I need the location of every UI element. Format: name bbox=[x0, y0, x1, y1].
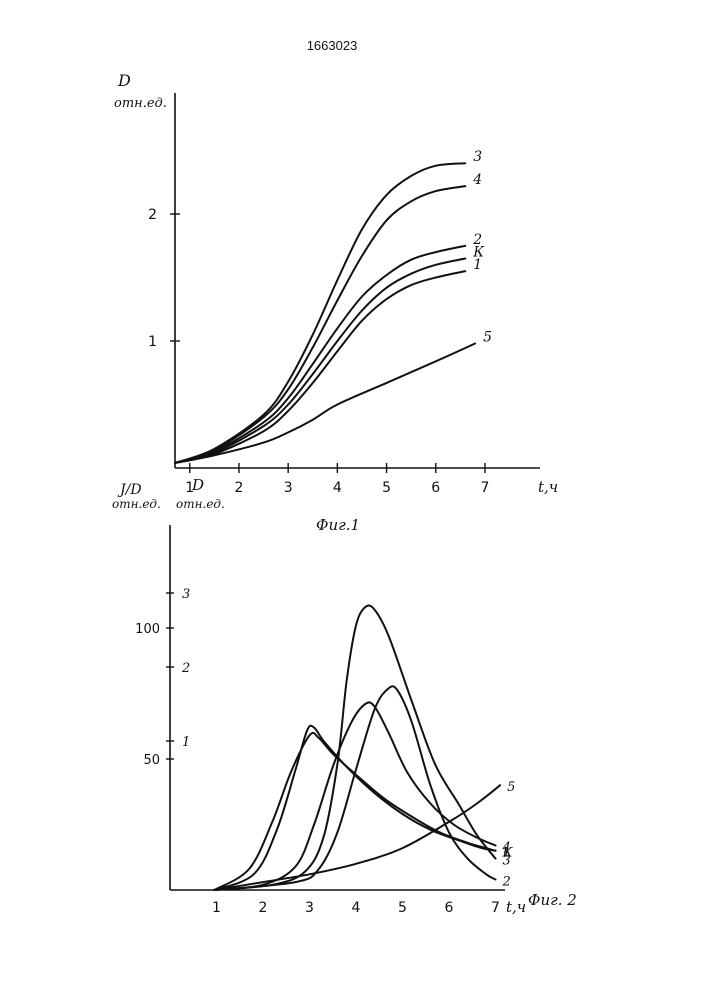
fig1-x-tick-label: 6 bbox=[431, 480, 440, 496]
fig2-x-tick-label: 5 bbox=[398, 900, 407, 916]
fig1-y-unit: отн.ед. bbox=[114, 96, 167, 111]
fig1-series-label: 1 bbox=[473, 257, 482, 273]
fig2-y2-tick-label: 1 bbox=[182, 735, 190, 750]
fig1-x-tick-label: 3 bbox=[284, 480, 293, 496]
fig2-x-tick-label: 2 bbox=[259, 900, 268, 916]
fig2-x-tick-label: 3 bbox=[305, 900, 314, 916]
fig2-series-label: 5 bbox=[507, 780, 515, 795]
fig2-y2-symbol: D bbox=[191, 476, 204, 494]
fig2-series-label: 1 bbox=[503, 846, 511, 861]
fig1-series-label: 3 bbox=[473, 149, 482, 165]
fig2-series-1 bbox=[214, 733, 495, 890]
fig1-caption: Фиг.1 bbox=[316, 516, 360, 534]
fig2-y2-tick-label: 2 bbox=[181, 661, 190, 676]
fig2-x-tick-label: 4 bbox=[352, 900, 361, 916]
fig1-y-tick-label: 1 bbox=[148, 334, 157, 350]
patent-number: 1663023 bbox=[307, 38, 358, 53]
fig2-y-symbol: J/D bbox=[117, 482, 142, 498]
fig2-series-3 bbox=[214, 605, 495, 890]
fig2-series-К bbox=[214, 726, 495, 890]
figure-1: D отн.ед. t,ч Фиг.1 123456712 342К15 bbox=[114, 71, 558, 534]
fig1-series-К bbox=[175, 259, 465, 463]
fig2-y-tick-label: 100 bbox=[135, 622, 160, 637]
fig2-y-unit: отн.ед. bbox=[112, 497, 161, 511]
fig2-x-tick-label: 6 bbox=[445, 900, 454, 916]
figure-2: J/D отн.ед. D отн.ед. t,ч Фиг. 2 1 2 3 4 5 6 7… bbox=[112, 476, 577, 916]
fig2-series-label: 2 bbox=[502, 875, 511, 890]
fig1-series-2 bbox=[175, 246, 465, 463]
fig2-y-tick-label: 50 bbox=[143, 753, 160, 768]
fig1-y-symbol: D bbox=[117, 71, 131, 90]
fig1-x-tick-label: 2 bbox=[234, 480, 243, 496]
fig2-x-tick-label: 1 bbox=[212, 900, 221, 916]
fig1-series-label: 5 bbox=[483, 330, 492, 346]
fig1-x-tick-label: 5 bbox=[382, 480, 391, 496]
fig2-x-label: t,ч bbox=[506, 898, 526, 916]
fig1-series-4 bbox=[175, 186, 465, 463]
fig1-series-label: 4 bbox=[472, 172, 482, 188]
fig2-y2-unit: отн.ед. bbox=[176, 497, 225, 511]
fig1-x-tick-label: 4 bbox=[333, 480, 342, 496]
fig1-y-tick-label: 2 bbox=[148, 207, 157, 223]
fig2-x-tick-label: 7 bbox=[491, 900, 500, 916]
fig1-x-tick-label: 7 bbox=[480, 480, 489, 496]
fig1-series-3 bbox=[175, 163, 465, 463]
fig1-x-label: t,ч bbox=[538, 478, 558, 496]
fig2-y2-tick-label: 3 bbox=[182, 587, 190, 602]
fig2-caption: Фиг. 2 bbox=[528, 891, 577, 909]
